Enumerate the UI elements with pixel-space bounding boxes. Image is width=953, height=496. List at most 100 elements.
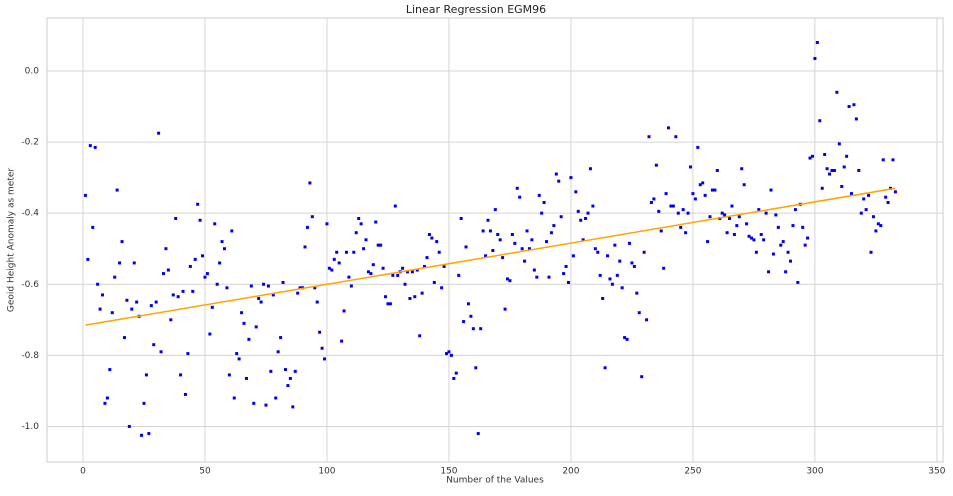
point	[837, 142, 841, 146]
point	[325, 222, 329, 226]
x-tick-label: 200	[562, 467, 579, 477]
point	[852, 103, 856, 107]
point	[142, 401, 146, 405]
point	[235, 352, 239, 356]
point	[159, 350, 163, 354]
point	[742, 183, 746, 187]
point	[710, 188, 714, 192]
point	[603, 366, 607, 370]
point	[767, 270, 771, 274]
point	[884, 195, 888, 199]
point	[832, 169, 836, 173]
point	[510, 232, 514, 236]
point	[252, 401, 256, 405]
point	[381, 266, 385, 270]
point	[232, 396, 236, 400]
point	[542, 200, 546, 204]
point	[791, 224, 795, 228]
point	[364, 238, 368, 242]
point	[298, 286, 302, 290]
point	[415, 268, 419, 272]
point	[825, 167, 829, 171]
point	[747, 234, 751, 238]
point	[806, 236, 810, 240]
point	[225, 286, 229, 290]
point	[135, 300, 139, 304]
point	[210, 305, 214, 309]
point	[154, 300, 158, 304]
point	[886, 200, 890, 204]
point	[418, 334, 422, 338]
point	[535, 275, 539, 279]
point	[776, 225, 780, 229]
point	[445, 352, 449, 356]
point	[757, 208, 761, 212]
y-tick-label: -0.2	[21, 138, 39, 148]
point	[698, 183, 702, 187]
point	[96, 282, 100, 286]
point	[796, 280, 800, 284]
point	[618, 259, 622, 263]
point	[132, 261, 136, 265]
point	[793, 208, 797, 212]
point	[149, 304, 153, 308]
point	[144, 373, 148, 377]
point	[254, 325, 258, 329]
point	[425, 256, 429, 260]
point	[359, 222, 363, 226]
point	[815, 41, 819, 45]
point	[152, 343, 156, 347]
point	[449, 353, 453, 357]
point	[320, 346, 324, 350]
point	[110, 311, 114, 315]
point	[557, 179, 561, 183]
point	[315, 300, 319, 304]
point	[891, 158, 895, 162]
point	[176, 295, 180, 299]
point	[186, 352, 190, 356]
point	[230, 229, 234, 233]
point	[271, 293, 275, 297]
point	[581, 238, 585, 242]
point	[530, 238, 534, 242]
regression-line	[85, 187, 896, 326]
point	[161, 272, 165, 276]
point	[559, 215, 563, 219]
point	[369, 272, 373, 276]
point	[545, 240, 549, 244]
point	[523, 259, 527, 263]
point	[374, 220, 378, 224]
point	[518, 195, 522, 199]
point	[213, 222, 217, 226]
point	[549, 231, 553, 235]
point	[664, 192, 668, 196]
point	[828, 172, 832, 176]
point	[503, 307, 507, 311]
point	[430, 236, 434, 240]
point	[764, 211, 768, 215]
point	[147, 432, 151, 436]
point	[274, 396, 278, 400]
point	[405, 270, 409, 274]
point	[691, 192, 695, 196]
point	[493, 208, 497, 212]
point	[574, 190, 578, 194]
point	[401, 266, 405, 270]
y-tick-label: 0.0	[25, 66, 40, 76]
plot-area	[46, 17, 944, 463]
point	[867, 193, 871, 197]
point	[327, 266, 331, 270]
point	[696, 145, 700, 149]
point	[435, 240, 439, 244]
point	[352, 250, 356, 254]
point	[840, 184, 844, 188]
point	[227, 373, 231, 377]
point	[215, 282, 219, 286]
point	[330, 268, 334, 272]
point	[859, 211, 863, 215]
point	[803, 243, 807, 247]
point	[659, 229, 663, 233]
point	[630, 261, 634, 265]
point	[754, 250, 758, 254]
point	[845, 154, 849, 158]
